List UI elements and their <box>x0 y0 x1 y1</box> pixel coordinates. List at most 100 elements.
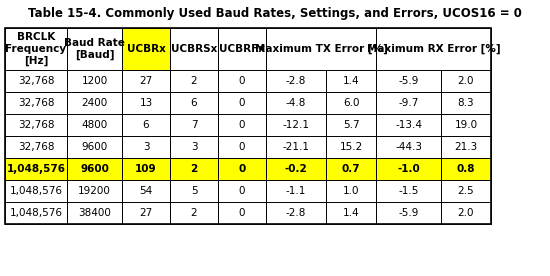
Bar <box>376 92 441 114</box>
Text: -4.8: -4.8 <box>286 98 306 108</box>
Text: -2.8: -2.8 <box>286 208 306 218</box>
Bar <box>67 202 122 224</box>
Bar <box>326 180 376 202</box>
Bar <box>326 202 376 224</box>
Bar <box>266 114 326 136</box>
Text: -0.2: -0.2 <box>285 164 307 174</box>
Text: 2: 2 <box>191 208 197 218</box>
Bar <box>266 136 326 158</box>
Bar <box>170 158 218 180</box>
Bar <box>376 136 441 158</box>
Bar <box>326 70 376 92</box>
Bar <box>376 180 441 202</box>
Bar <box>218 158 266 180</box>
Bar <box>218 114 266 136</box>
Text: 1.4: 1.4 <box>343 208 359 218</box>
Text: 0.7: 0.7 <box>342 164 360 174</box>
Bar <box>67 28 122 70</box>
Text: UCBRx: UCBRx <box>126 44 166 54</box>
Text: 32,768: 32,768 <box>18 120 54 130</box>
Bar <box>326 92 376 114</box>
Bar <box>441 114 491 136</box>
Bar <box>170 180 218 202</box>
Text: -5.9: -5.9 <box>398 208 419 218</box>
Text: 0.8: 0.8 <box>456 164 475 174</box>
Bar <box>5 28 67 70</box>
Text: 15.2: 15.2 <box>339 142 362 152</box>
Bar <box>122 28 170 70</box>
Text: -1.1: -1.1 <box>286 186 306 196</box>
Text: 0: 0 <box>239 208 245 218</box>
Bar <box>441 180 491 202</box>
Bar <box>376 114 441 136</box>
Bar <box>170 202 218 224</box>
Text: 13: 13 <box>139 98 153 108</box>
Bar <box>67 92 122 114</box>
Text: 9600: 9600 <box>81 142 108 152</box>
Text: 19.0: 19.0 <box>454 120 477 130</box>
Text: 6.0: 6.0 <box>343 98 359 108</box>
Text: 1,048,576: 1,048,576 <box>9 186 63 196</box>
Bar <box>441 92 491 114</box>
Text: 2.0: 2.0 <box>458 76 474 86</box>
Bar <box>376 28 491 70</box>
Bar <box>326 158 376 180</box>
Text: 32,768: 32,768 <box>18 98 54 108</box>
Text: 1,048,576: 1,048,576 <box>9 208 63 218</box>
Text: Maximum RX Error [%]: Maximum RX Error [%] <box>367 44 500 54</box>
Text: 0: 0 <box>239 98 245 108</box>
Bar <box>122 136 170 158</box>
Bar <box>441 136 491 158</box>
Bar <box>218 70 266 92</box>
Bar <box>67 114 122 136</box>
Bar <box>218 180 266 202</box>
Text: UCBRSx: UCBRSx <box>171 44 217 54</box>
Bar <box>122 92 170 114</box>
Text: 4800: 4800 <box>81 120 108 130</box>
Bar <box>5 70 67 92</box>
Bar <box>170 92 218 114</box>
Text: -9.7: -9.7 <box>398 98 419 108</box>
Bar <box>67 136 122 158</box>
Bar <box>5 158 67 180</box>
Bar <box>326 114 376 136</box>
Text: 2.5: 2.5 <box>458 186 474 196</box>
Bar <box>218 28 266 70</box>
Text: 27: 27 <box>139 76 153 86</box>
Text: 1200: 1200 <box>81 76 108 86</box>
Bar <box>5 202 67 224</box>
Bar <box>122 70 170 92</box>
Text: 54: 54 <box>139 186 153 196</box>
Bar <box>441 158 491 180</box>
Text: 32,768: 32,768 <box>18 142 54 152</box>
Bar <box>5 136 67 158</box>
Bar <box>122 28 170 70</box>
Text: 19200: 19200 <box>78 186 111 196</box>
Bar <box>441 202 491 224</box>
Text: 5.7: 5.7 <box>343 120 359 130</box>
Text: 1,048,576: 1,048,576 <box>7 164 65 174</box>
Text: 5: 5 <box>191 186 197 196</box>
Bar <box>122 158 170 180</box>
Bar <box>326 136 376 158</box>
Bar <box>122 158 170 180</box>
Bar <box>218 136 266 158</box>
Text: Baud Rate
[Baud]: Baud Rate [Baud] <box>64 38 125 60</box>
Text: -13.4: -13.4 <box>395 120 422 130</box>
Bar <box>376 70 441 92</box>
Text: -2.8: -2.8 <box>286 76 306 86</box>
Text: Maximum TX Error [%]: Maximum TX Error [%] <box>255 44 387 54</box>
Text: 27: 27 <box>139 208 153 218</box>
Bar <box>218 92 266 114</box>
Text: -1.5: -1.5 <box>398 186 419 196</box>
Text: -1.0: -1.0 <box>397 164 420 174</box>
Bar <box>122 202 170 224</box>
Text: 32,768: 32,768 <box>18 76 54 86</box>
Text: 0: 0 <box>239 142 245 152</box>
Text: 3: 3 <box>191 142 197 152</box>
Bar <box>266 158 326 180</box>
Bar <box>170 28 218 70</box>
Text: 0: 0 <box>239 186 245 196</box>
Bar <box>122 180 170 202</box>
Bar <box>5 92 67 114</box>
